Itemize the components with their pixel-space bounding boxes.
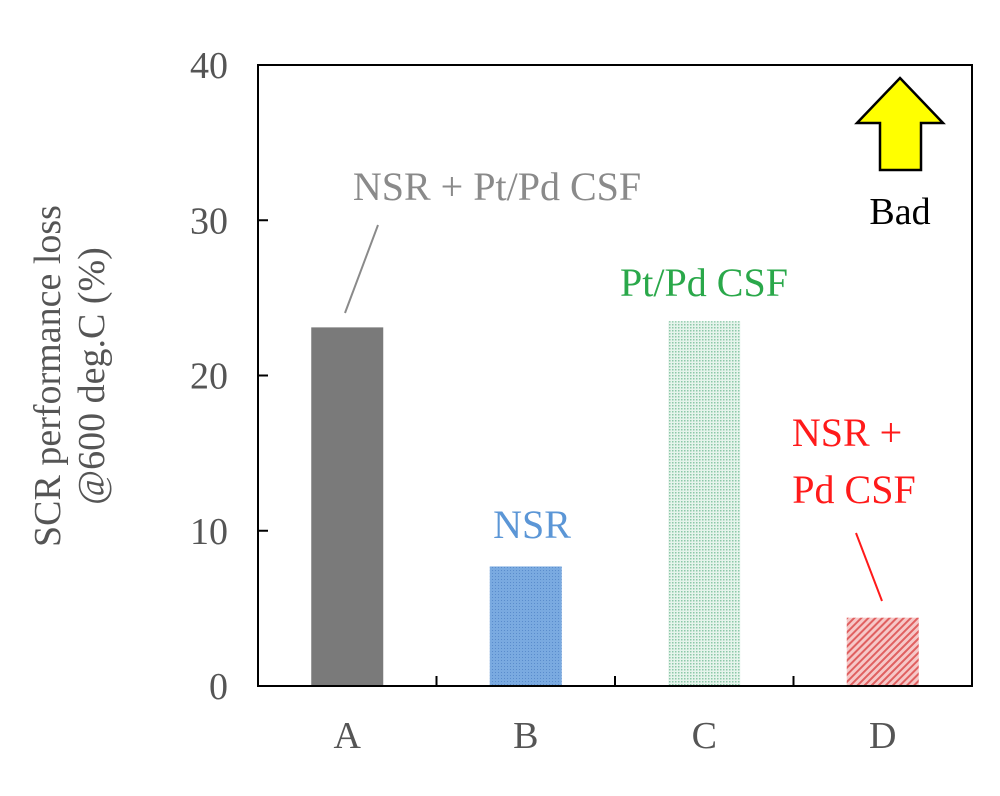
y-tick-label: 10 [190,511,228,553]
bar-C [668,321,741,686]
leader-line-d [855,532,883,602]
annotation-c: Pt/Pd CSF [620,260,788,305]
y-tick-label: 30 [190,200,228,242]
y-axis-label: SCR performance loss@600 deg.C (%) [27,205,113,547]
bar-B [489,566,562,686]
bad-label: Bad [869,191,930,233]
y-tick-label: 40 [190,45,228,87]
leader-line-a [344,224,379,314]
x-tick-label: C [692,715,717,757]
bar-D [846,617,919,686]
up-arrow-icon [854,76,946,172]
y-tick-label: 20 [190,356,228,398]
x-tick-label: B [513,715,538,757]
annotation-b: NSR [493,502,571,547]
y-tick-label: 0 [209,666,228,708]
x-tick-label: A [334,715,362,757]
annotation-a: NSR + Pt/Pd CSF [353,164,641,209]
x-tick-label: D [869,715,896,757]
annotation-d-line1: NSR + [792,410,902,455]
annotation-d-line2: Pd CSF [792,467,915,512]
bar-A [311,327,384,686]
